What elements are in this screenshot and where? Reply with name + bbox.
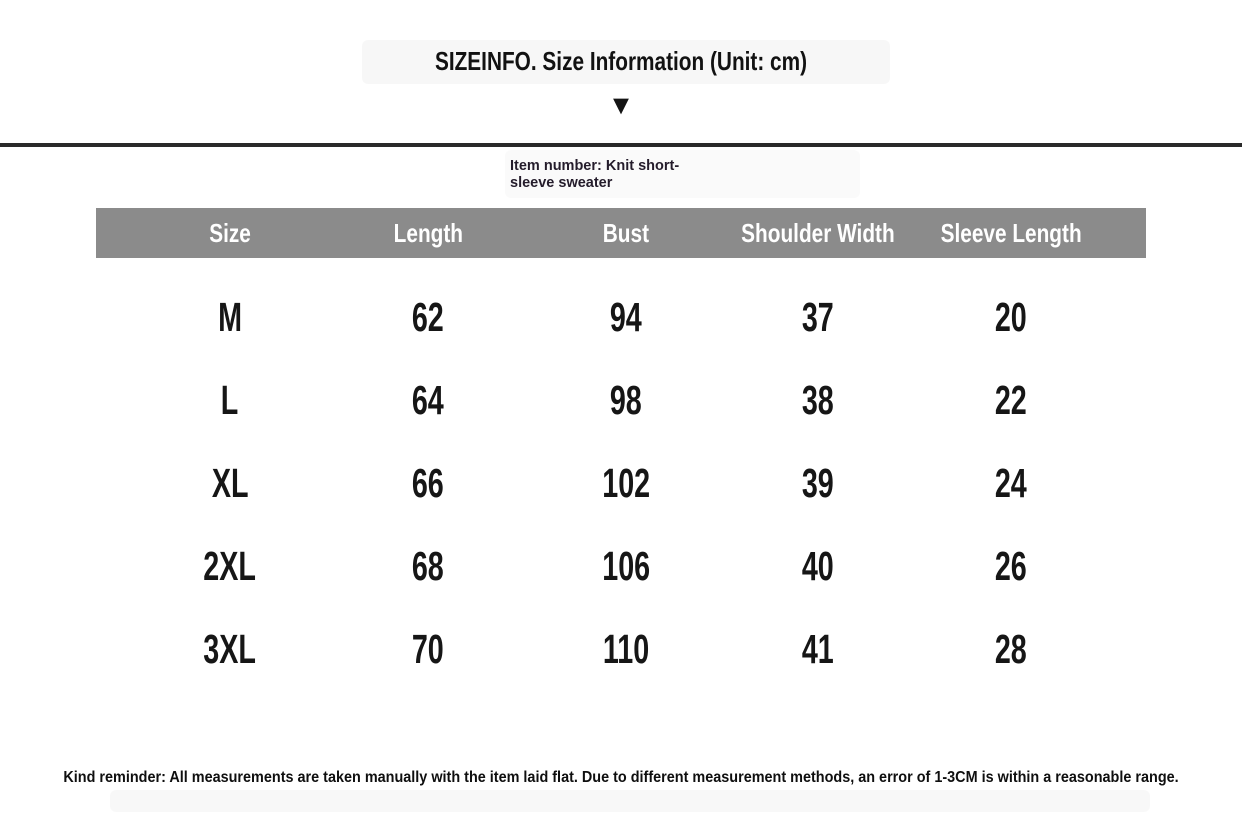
item-number-line2: sleeve sweater [510, 175, 613, 191]
cell-size-value: L [221, 377, 239, 423]
cell-length: 68 [364, 525, 492, 608]
down-triangle-icon: ▼ [607, 90, 635, 120]
cell-bust-value: 110 [602, 626, 650, 672]
cell-shoulder-width: 37 [760, 276, 876, 359]
cell-shoulder-width-value: 41 [802, 626, 834, 672]
cell-shoulder-width: 41 [760, 608, 876, 691]
cell-bust: 98 [492, 359, 760, 442]
cell-size: XL [96, 442, 364, 525]
cell-bust-value: 98 [610, 377, 642, 423]
cell-length: 66 [364, 442, 492, 525]
cell-bust: 106 [492, 525, 760, 608]
cell-sleeve-length-value: 22 [995, 377, 1027, 423]
cell-bust: 110 [492, 608, 760, 691]
cell-shoulder-width-value: 40 [802, 543, 834, 589]
cell-sleeve-length-value: 20 [995, 294, 1027, 340]
column-header-size-label: Size [209, 217, 251, 248]
cell-shoulder-width: 39 [760, 442, 876, 525]
cell-bust-value: 102 [602, 460, 650, 506]
kind-reminder: Kind reminder: All measurements are take… [63, 769, 1179, 786]
table-header-row: Size Length Bust Shoulder Width Sleeve L… [96, 208, 1146, 258]
table-row: 2XL 68 106 40 26 [96, 525, 1146, 608]
table-body: M 62 94 37 20 L 64 98 38 22 XL 66 102 39… [96, 258, 1146, 691]
cell-length-value: 62 [412, 294, 444, 340]
cell-length-value: 70 [412, 626, 444, 672]
cell-size-value: M [218, 294, 242, 340]
page-title: SIZEINFO. Size Information (Unit: cm) [434, 46, 808, 76]
column-header-length: Length [364, 208, 492, 258]
item-number-line1: Item number: Knit short- [510, 158, 680, 174]
cell-length-value: 66 [412, 460, 444, 506]
size-table: Size Length Bust Shoulder Width Sleeve L… [96, 208, 1146, 691]
table-row: L 64 98 38 22 [96, 359, 1146, 442]
cell-size-value: 3XL [203, 626, 257, 672]
cell-shoulder-width-value: 38 [802, 377, 834, 423]
item-number: Item number: Knit short- sleeve sweater [510, 158, 679, 192]
column-header-shoulder-width-label: Shoulder Width [741, 217, 895, 248]
column-header-length-label: Length [393, 217, 463, 248]
cell-length: 70 [364, 608, 492, 691]
table-row: XL 66 102 39 24 [96, 442, 1146, 525]
column-header-bust: Bust [492, 208, 760, 258]
table-row: 3XL 70 110 41 28 [96, 608, 1146, 691]
cell-bust-value: 94 [610, 294, 642, 340]
cell-sleeve-length: 24 [876, 442, 1146, 525]
cell-sleeve-length: 28 [876, 608, 1146, 691]
cell-shoulder-width-value: 39 [802, 460, 834, 506]
cell-shoulder-width-value: 37 [802, 294, 834, 340]
table-row: M 62 94 37 20 [96, 276, 1146, 359]
cell-size-value: XL [211, 460, 249, 506]
cell-sleeve-length-value: 28 [995, 626, 1027, 672]
cell-length: 62 [364, 276, 492, 359]
bottom-background-wash [110, 790, 1150, 812]
column-header-bust-label: Bust [602, 217, 650, 248]
cell-sleeve-length: 22 [876, 359, 1146, 442]
cell-sleeve-length-value: 24 [995, 460, 1027, 506]
cell-bust-value: 106 [602, 543, 650, 589]
cell-sleeve-length: 26 [876, 525, 1146, 608]
cell-shoulder-width: 40 [760, 525, 876, 608]
cell-bust: 94 [492, 276, 760, 359]
cell-size-value: 2XL [203, 543, 257, 589]
cell-sleeve-length-value: 26 [995, 543, 1027, 589]
column-header-sleeve-length: Sleeve Length [876, 208, 1146, 258]
cell-size: 2XL [96, 525, 364, 608]
cell-sleeve-length: 20 [876, 276, 1146, 359]
cell-length-value: 64 [412, 377, 444, 423]
cell-bust: 102 [492, 442, 760, 525]
cell-size: L [96, 359, 364, 442]
cell-shoulder-width: 38 [760, 359, 876, 442]
cell-length: 64 [364, 359, 492, 442]
cell-size: 3XL [96, 608, 364, 691]
divider-line [0, 143, 1242, 147]
cell-length-value: 68 [412, 543, 444, 589]
column-header-sleeve-length-label: Sleeve Length [940, 217, 1082, 248]
column-header-shoulder-width: Shoulder Width [741, 208, 894, 258]
cell-size: M [96, 276, 364, 359]
column-header-size: Size [96, 208, 364, 258]
